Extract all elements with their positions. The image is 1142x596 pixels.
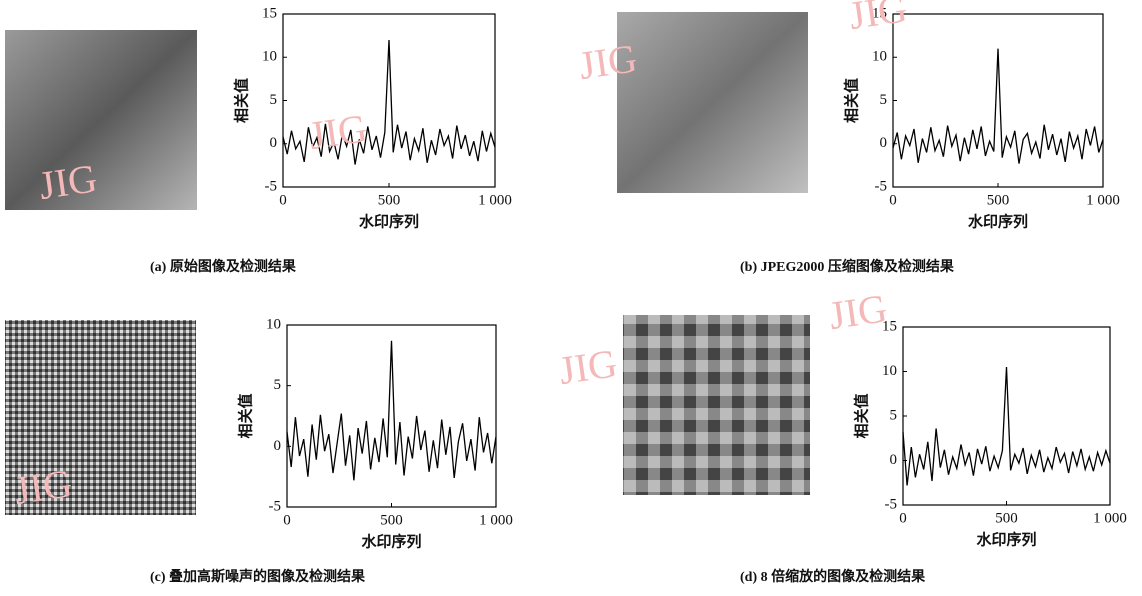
x-axis-label: 水印序列 xyxy=(976,530,1036,548)
y-axis-label: 相关值 xyxy=(232,78,250,123)
y-axis-label: 相关值 xyxy=(236,393,254,438)
image-original xyxy=(5,30,197,210)
y-tick-label: 10 xyxy=(262,49,277,65)
y-tick-label: -5 xyxy=(885,496,898,512)
plot-frame xyxy=(893,14,1103,187)
x-tick-label: 0 xyxy=(889,192,897,208)
x-tick-label: 500 xyxy=(987,192,1010,208)
watermark: JIG xyxy=(11,460,74,513)
correlation-line xyxy=(287,341,496,481)
y-axis-label: 相关值 xyxy=(842,78,860,123)
y-tick-label: 5 xyxy=(270,92,278,108)
caption: (d) 8 倍缩放的图像及检测结果 xyxy=(740,568,926,585)
x-tick-label: 1 000 xyxy=(1093,510,1127,526)
x-tick-label: 500 xyxy=(380,512,403,528)
y-tick-label: 10 xyxy=(872,49,887,65)
watermark: JIG xyxy=(36,155,99,208)
x-tick-label: 1 000 xyxy=(479,512,513,528)
y-axis-label: 相关值 xyxy=(852,393,870,438)
y-tick-label: -5 xyxy=(265,178,278,194)
figure: -505101505001 000水印序列相关值(a) 原始图像及检测结果-50… xyxy=(0,0,1142,591)
x-tick-label: 500 xyxy=(995,510,1018,526)
caption: (b) JPEG2000 压缩图像及检测结果 xyxy=(740,258,955,275)
y-tick-label: 5 xyxy=(880,92,888,108)
x-tick-label: 500 xyxy=(378,192,401,208)
correlation-line xyxy=(893,49,1103,164)
x-axis-label: 水印序列 xyxy=(359,212,419,230)
y-tick-label: 10 xyxy=(266,316,281,332)
watermark: JIG xyxy=(306,105,369,158)
y-tick-label: 0 xyxy=(880,135,888,151)
y-tick-label: -5 xyxy=(269,498,282,514)
correlation-line xyxy=(903,367,1110,485)
y-tick-label: -5 xyxy=(875,178,888,194)
x-tick-label: 0 xyxy=(279,192,287,208)
watermark: JIG xyxy=(556,340,619,393)
caption: (a) 原始图像及检测结果 xyxy=(150,258,297,275)
x-tick-label: 0 xyxy=(283,512,291,528)
x-tick-label: 0 xyxy=(899,510,907,526)
y-tick-label: 10 xyxy=(882,363,897,379)
watermark: JIG xyxy=(826,285,889,338)
y-tick-label: 0 xyxy=(890,452,898,468)
x-axis-label: 水印序列 xyxy=(968,212,1028,230)
caption: (c) 叠加高斯噪声的图像及检测结果 xyxy=(150,568,366,585)
y-tick-label: 5 xyxy=(890,407,898,423)
x-tick-label: 1 000 xyxy=(478,192,512,208)
image-scaled xyxy=(623,315,810,495)
y-tick-label: 0 xyxy=(274,438,282,454)
plot-frame xyxy=(283,14,495,187)
x-tick-label: 1 000 xyxy=(1086,192,1120,208)
y-tick-label: 5 xyxy=(274,377,282,393)
watermark: JIG xyxy=(846,0,909,38)
x-axis-label: 水印序列 xyxy=(361,532,421,550)
y-tick-label: 0 xyxy=(270,135,278,151)
watermark: JIG xyxy=(576,35,639,88)
plot-frame xyxy=(903,327,1110,505)
y-tick-label: 15 xyxy=(262,5,277,21)
image-jpeg2000 xyxy=(617,12,808,193)
